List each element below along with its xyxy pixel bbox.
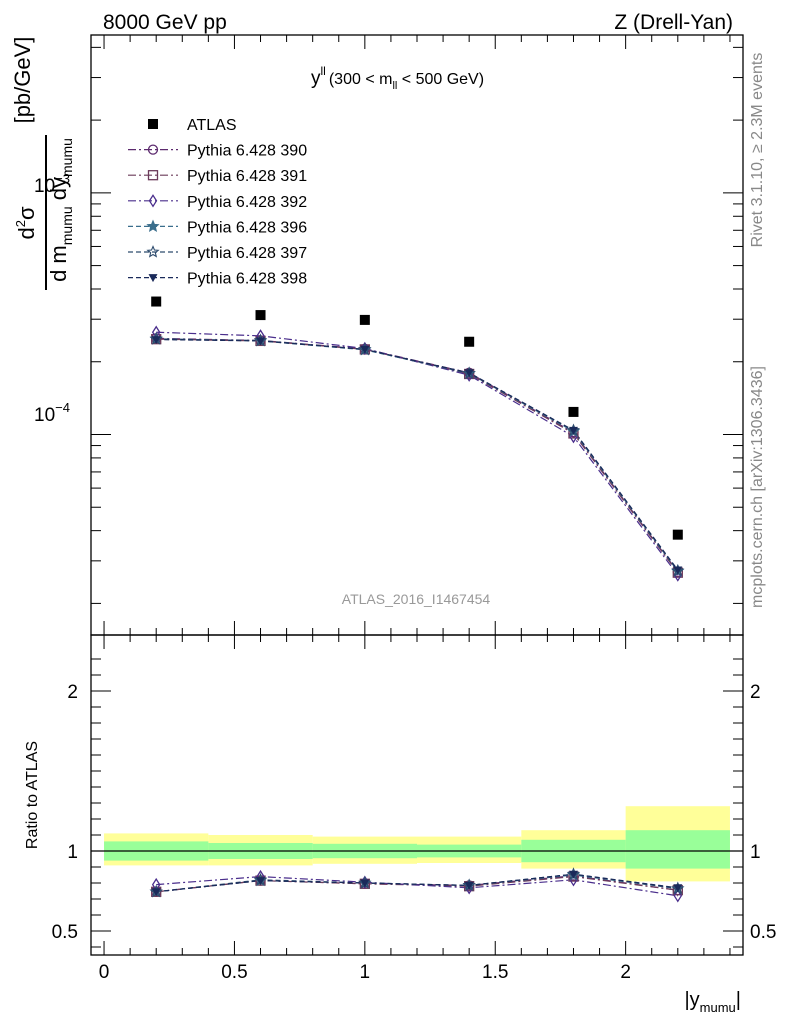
ylabel-unit: [pb/GeV] <box>10 37 35 124</box>
ratio-line-series-4 <box>156 873 678 893</box>
svg-text:d2σ: d2σ <box>13 206 39 239</box>
atlas-point-2 <box>359 314 370 325</box>
ratio-point-s5-0 <box>151 888 161 897</box>
legend: ATLAS Pythia 6.428 390 Pythia 6.428 391 Pyt… <box>128 117 307 288</box>
ylabel-num: d <box>14 227 39 239</box>
ratio-line-series-3 <box>156 874 678 893</box>
main-line-series-2 <box>156 331 679 576</box>
atlas-point-5 <box>672 529 683 540</box>
ratio-plot-frame <box>90 634 744 956</box>
legend-label-0: Pythia 6.428 390 <box>187 143 307 160</box>
legend-marker-atlas <box>148 119 158 129</box>
legend-entry-2: Pythia 6.428 392 <box>128 194 307 211</box>
annotation-title: yll (300 < mll < 500 GeV) <box>311 64 484 92</box>
ratio-line-series-2 <box>156 875 678 897</box>
main-line-series-4 <box>156 338 679 572</box>
legend-entry-4: Pythia 6.428 397 <box>128 245 307 262</box>
xtick-label-3: 1.5 <box>482 962 508 983</box>
legend-label-1: Pythia 6.428 391 <box>187 168 307 185</box>
main-point-s5-1 <box>256 337 266 346</box>
ratio-ytick-label-left-1: 1 <box>67 842 78 863</box>
ylabel-den-mid: dy <box>46 177 71 206</box>
main-point-s5-0 <box>151 336 161 345</box>
ratio-point-s2-5 <box>673 889 683 903</box>
legend-entry-0: Pythia 6.428 390 <box>128 143 307 160</box>
header-right: Z (Drell-Yan) <box>614 11 733 34</box>
header-left: 8000 GeV pp <box>103 11 227 34</box>
legend-entry-3: Pythia 6.428 396 <box>128 219 307 236</box>
atlas-point-4 <box>568 406 579 417</box>
ratio-point-s5-3 <box>464 881 474 890</box>
main-line-series-3 <box>156 338 679 572</box>
main-line-series-0 <box>156 337 679 573</box>
ratio-point-s5-1 <box>256 877 266 886</box>
rivet-version-label: Rivet 3.1.10, ≥ 2.3M events <box>749 53 766 248</box>
main-ytick-1e-3: 10−3 <box>34 171 70 197</box>
main-ytick-1e-4: 10−4 <box>34 400 70 426</box>
main-line-series-5 <box>156 339 679 571</box>
main-data-points <box>149 296 685 582</box>
atlas-point-3 <box>464 336 475 347</box>
ratio-ylabel: Ratio to ATLAS <box>24 741 41 849</box>
ratio-ytick-label-right-2: 2 <box>750 682 761 703</box>
legend-label-4: Pythia 6.428 397 <box>187 245 307 262</box>
legend-entry-5: Pythia 6.428 398 <box>128 271 307 288</box>
main-series-lines <box>156 331 679 576</box>
analysis-id-label: ATLAS_2016_I1467454 <box>342 591 491 607</box>
xtick-label-0: 0 <box>99 962 110 983</box>
main-point-s5-5 <box>673 566 683 575</box>
main-point-s5-3 <box>464 369 474 378</box>
ylabel-den: d m <box>46 245 71 282</box>
legend-marker-4 <box>146 245 160 258</box>
xtick-label-1: 0.5 <box>221 962 247 983</box>
svg-text:d mmumu dymumu: d mmumu dymumu <box>46 138 75 282</box>
ratio-ytick-label-right-1: 1 <box>750 842 761 863</box>
ratio-ytick-label-right-0: 0.5 <box>750 922 776 943</box>
ratio-ytick-label-left-0: 0.5 <box>52 922 78 943</box>
ratio-point-s5-5 <box>673 884 683 893</box>
legend-marker-3 <box>146 219 160 233</box>
xtick-label-4: 2 <box>620 962 631 983</box>
main-point-s5-4 <box>568 426 578 435</box>
xlabel: |ymumu| <box>684 989 741 1015</box>
mcplots-label: mcplots.cern.ch [arXiv:1306.3436] <box>749 366 766 608</box>
legend-entry-1: Pythia 6.428 391 <box>128 168 307 185</box>
legend-label-atlas: ATLAS <box>187 117 237 134</box>
axes-ticks: 0 0.5 1 1.5 2 0.5 0.5 1 1 2 2 <box>52 35 776 983</box>
legend-label-5: Pythia 6.428 398 <box>187 271 307 288</box>
ratio-point-s5-2 <box>360 879 370 888</box>
main-ylabel: d2σ d mmumu dymumu [pb/GeV] <box>10 37 75 290</box>
ylabel-den-sub2: mumu <box>59 138 75 177</box>
atlas-point-1 <box>255 310 266 321</box>
main-line-series-1 <box>156 338 679 574</box>
ylabel-num-sup: 2 <box>13 220 28 227</box>
xtick-label-2: 1 <box>360 962 371 983</box>
legend-marker-0 <box>147 144 159 155</box>
ratio-data-points <box>149 867 685 903</box>
legend-entry-atlas: ATLAS <box>148 117 237 134</box>
ratio-error-bands <box>91 806 743 882</box>
ylabel-num-sym: σ <box>14 206 39 220</box>
ratio-ytick-label-left-2: 2 <box>67 682 78 703</box>
ratio-line-series-5 <box>156 873 678 893</box>
ratio-series-lines <box>156 873 678 897</box>
ratio-band-stat-5 <box>625 830 730 869</box>
legend-label-3: Pythia 6.428 396 <box>187 219 307 236</box>
ylabel-den-sub1: mumu <box>59 206 75 245</box>
ratio-point-s5-4 <box>568 870 578 879</box>
legend-marker-5 <box>148 274 158 283</box>
atlas-point-0 <box>151 296 162 307</box>
main-point-s5-2 <box>360 345 370 354</box>
legend-label-2: Pythia 6.428 392 <box>187 194 307 211</box>
legend-marker-2 <box>148 194 158 208</box>
legend-marker-1 <box>147 170 159 181</box>
